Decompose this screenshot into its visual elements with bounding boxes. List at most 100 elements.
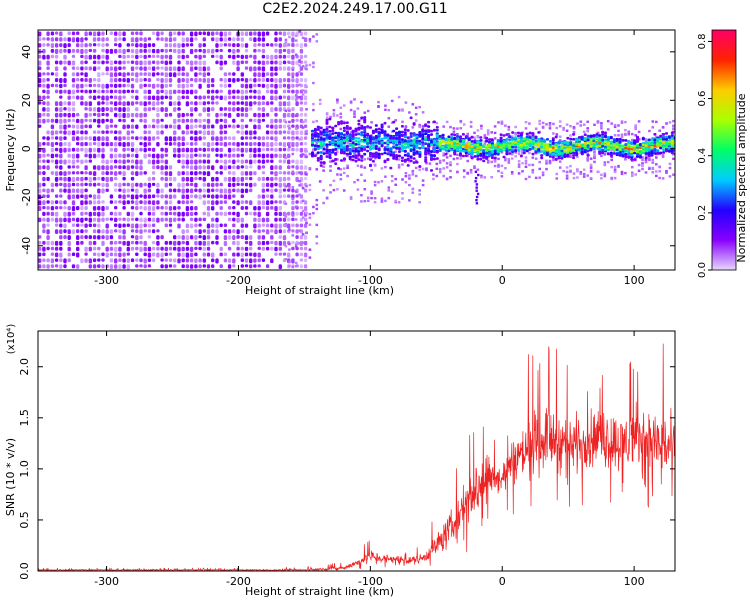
heatmap-cell — [470, 147, 474, 150]
heatmap-cell — [42, 223, 46, 229]
heatmap-cell — [294, 114, 298, 118]
heatmap-cell — [305, 68, 308, 71]
heatmap-cell — [305, 150, 308, 153]
heatmap-cell — [223, 95, 228, 101]
heatmap-cell — [563, 146, 567, 150]
heatmap-cell — [202, 159, 206, 164]
heatmap-cell — [400, 156, 404, 160]
heatmap-cell — [181, 95, 185, 100]
heatmap-cell — [469, 120, 473, 124]
heatmap-cell — [92, 48, 97, 53]
heatmap-cell — [122, 252, 126, 257]
heatmap-cell — [105, 176, 109, 183]
heatmap-cell — [219, 171, 223, 175]
heatmap-cell — [596, 147, 600, 151]
heatmap-cell — [546, 138, 549, 141]
heatmap-cell — [97, 229, 101, 234]
heatmap-cell — [168, 188, 173, 193]
heatmap-cell — [92, 240, 97, 245]
heatmap-cell — [92, 43, 97, 47]
heatmap-cell — [467, 138, 471, 141]
heatmap-cell — [582, 168, 586, 171]
heatmap-cell — [294, 190, 298, 193]
heatmap-cell — [198, 171, 202, 175]
heatmap-cell — [301, 233, 305, 236]
heatmap-cell — [59, 136, 63, 141]
heatmap-cell — [130, 95, 135, 99]
heatmap-cell — [651, 137, 655, 140]
heatmap-cell — [404, 172, 408, 175]
heatmap-cell — [582, 123, 586, 126]
heatmap-cell — [274, 54, 278, 60]
heatmap-cell — [181, 211, 185, 217]
heatmap-cell — [644, 161, 648, 164]
heatmap-cell — [189, 89, 194, 95]
heatmap-cell — [139, 83, 143, 89]
heatmap-cell — [325, 131, 329, 134]
heatmap-cell — [278, 229, 282, 234]
heatmap-cell — [206, 223, 211, 229]
heatmap-cell — [232, 217, 236, 222]
heatmap-cell — [160, 211, 164, 216]
heatmap-cell — [219, 165, 223, 170]
heatmap-cell — [185, 60, 190, 65]
heatmap-cell — [63, 171, 67, 177]
heatmap-cell — [130, 89, 135, 94]
heatmap-cell — [97, 37, 101, 42]
heatmap-cell — [54, 153, 59, 158]
heatmap-cell — [257, 101, 261, 106]
heatmap-cell — [84, 83, 88, 88]
heatmap-cell — [240, 194, 244, 199]
heatmap-cell — [360, 173, 363, 176]
heatmap-cell — [63, 124, 67, 130]
heatmap-cell — [473, 136, 476, 139]
heatmap-cell — [403, 158, 407, 162]
heatmap-cell — [206, 89, 211, 94]
heatmap-cell — [482, 156, 486, 159]
heatmap-cell — [215, 37, 219, 43]
heatmap-cell — [351, 158, 355, 162]
heatmap-cell — [511, 148, 515, 151]
heatmap-cell — [211, 258, 215, 263]
heatmap-cell — [299, 159, 304, 165]
heatmap-cell — [328, 154, 332, 157]
heatmap-cell — [332, 188, 336, 192]
heatmap-cell — [261, 66, 266, 72]
heatmap-cell — [450, 148, 454, 152]
heatmap-cell — [548, 160, 552, 164]
heatmap-cell — [126, 60, 130, 64]
heatmap-cell — [50, 48, 55, 53]
heatmap-cell — [173, 37, 177, 42]
heatmap-cell — [301, 89, 305, 92]
heatmap-cell — [97, 153, 101, 158]
heatmap-cell — [59, 112, 63, 118]
heatmap-cell — [194, 37, 198, 41]
heatmap-cell — [438, 137, 442, 141]
heatmap-cell — [114, 72, 118, 77]
heatmap-cell — [135, 136, 139, 141]
heatmap-cell — [294, 98, 298, 102]
heatmap-cell — [493, 164, 497, 168]
heatmap-cell — [101, 118, 105, 124]
heatmap-cell — [265, 124, 270, 128]
heatmap-cell — [168, 124, 173, 129]
heatmap-cell — [287, 153, 291, 159]
heatmap-cell — [160, 252, 164, 258]
heatmap-cell — [467, 142, 471, 146]
heatmap-cell — [406, 140, 410, 143]
heatmap-cell — [424, 137, 428, 140]
heatmap-cell — [348, 144, 352, 147]
heatmap-cell — [135, 223, 139, 229]
heatmap-cell — [240, 223, 244, 228]
heatmap-cell — [194, 188, 198, 193]
heatmap-cell — [572, 130, 576, 134]
heatmap-cell — [105, 124, 109, 130]
heatmap-cell — [139, 112, 143, 118]
heatmap-cell — [473, 143, 477, 147]
heatmap-cell — [206, 48, 211, 54]
heatmap-cell — [486, 131, 490, 135]
heatmap-cell — [557, 153, 561, 156]
heatmap-cell — [295, 200, 299, 204]
heatmap-cell — [71, 206, 76, 212]
heatmap-cell — [287, 252, 291, 258]
